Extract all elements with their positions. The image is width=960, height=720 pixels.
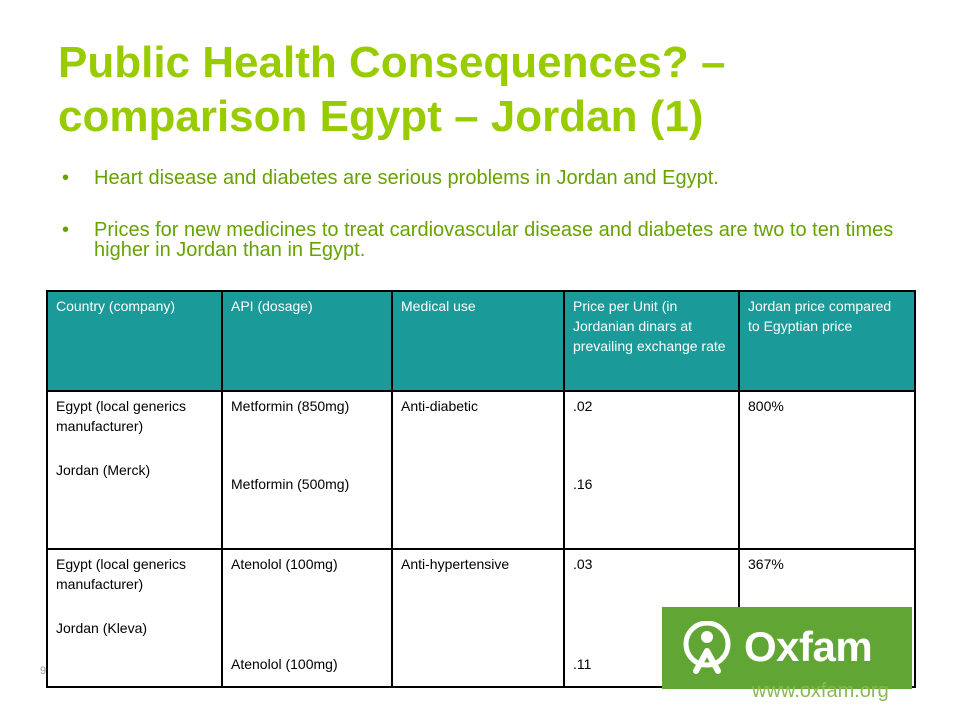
header-comparison: Jordan price compared to Egyptian price (738, 290, 916, 392)
bullet-item: • Prices for new medicines to treat card… (62, 220, 902, 260)
price-jordan: .16 (573, 476, 593, 492)
slide-title: Public Health Consequences? – comparison… (58, 36, 918, 144)
country-cell: Egypt (local generics manufacturer) Jord… (46, 390, 223, 550)
bullet-icon: • (62, 167, 70, 189)
header-price: Price per Unit (in Jordanian dinars at p… (563, 290, 740, 392)
medical-use-cell: Anti-diabetic (391, 390, 565, 550)
oxfam-figure-icon (683, 621, 731, 674)
api-egypt: Atenolol (100mg) (231, 556, 338, 572)
bullet-icon: • (62, 219, 70, 241)
price-egypt: .03 (573, 556, 593, 572)
header-country: Country (company) (46, 290, 223, 392)
price-egypt: .02 (573, 398, 593, 414)
oxfam-logo: Oxfam (662, 607, 912, 689)
table-row: Egypt (local generics manufacturer) Jord… (46, 390, 916, 550)
bullet-item: • Heart disease and diabetes are serious… (62, 168, 902, 188)
header-medical-use: Medical use (391, 290, 565, 392)
header-api: API (dosage) (221, 290, 393, 392)
price-jordan: .11 (573, 656, 592, 672)
country-egypt: Egypt (local generics manufacturer) (56, 556, 186, 592)
logo-name: Oxfam (744, 623, 873, 670)
country-egypt: Egypt (local generics manufacturer) (56, 398, 186, 434)
bullet-list: • Heart disease and diabetes are serious… (62, 168, 902, 292)
api-cell: Metformin (850mg) Metformin (500mg) (221, 390, 393, 550)
bullet-text: Prices for new medicines to treat cardio… (94, 219, 894, 261)
ratio-cell: 800% (738, 390, 916, 550)
slide-title-line-1: Public Health Consequences? – (58, 38, 726, 87)
medical-use-cell: Anti-hypertensive (391, 548, 565, 688)
country-jordan: Jordan (Merck) (56, 462, 151, 478)
logo-url: www.oxfam.org (752, 680, 889, 702)
country-jordan: Jordan (Kleva) (56, 620, 148, 636)
api-jordan: Atenolol (100mg) (231, 656, 338, 672)
slide-title-line-2: comparison Egypt – Jordan (1) (58, 92, 704, 141)
api-egypt: Metformin (850mg) (231, 398, 350, 414)
api-cell: Atenolol (100mg) Atenolol (100mg) (221, 548, 393, 688)
price-cell: .02 .16 (563, 390, 740, 550)
page-number: 9 (40, 665, 47, 677)
bullet-text: Heart disease and diabetes are serious p… (94, 167, 719, 189)
api-jordan: Metformin (500mg) (231, 476, 350, 492)
table-header-row: Country (company) API (dosage) Medical u… (46, 290, 916, 392)
country-cell: Egypt (local generics manufacturer) Jord… (46, 548, 223, 688)
